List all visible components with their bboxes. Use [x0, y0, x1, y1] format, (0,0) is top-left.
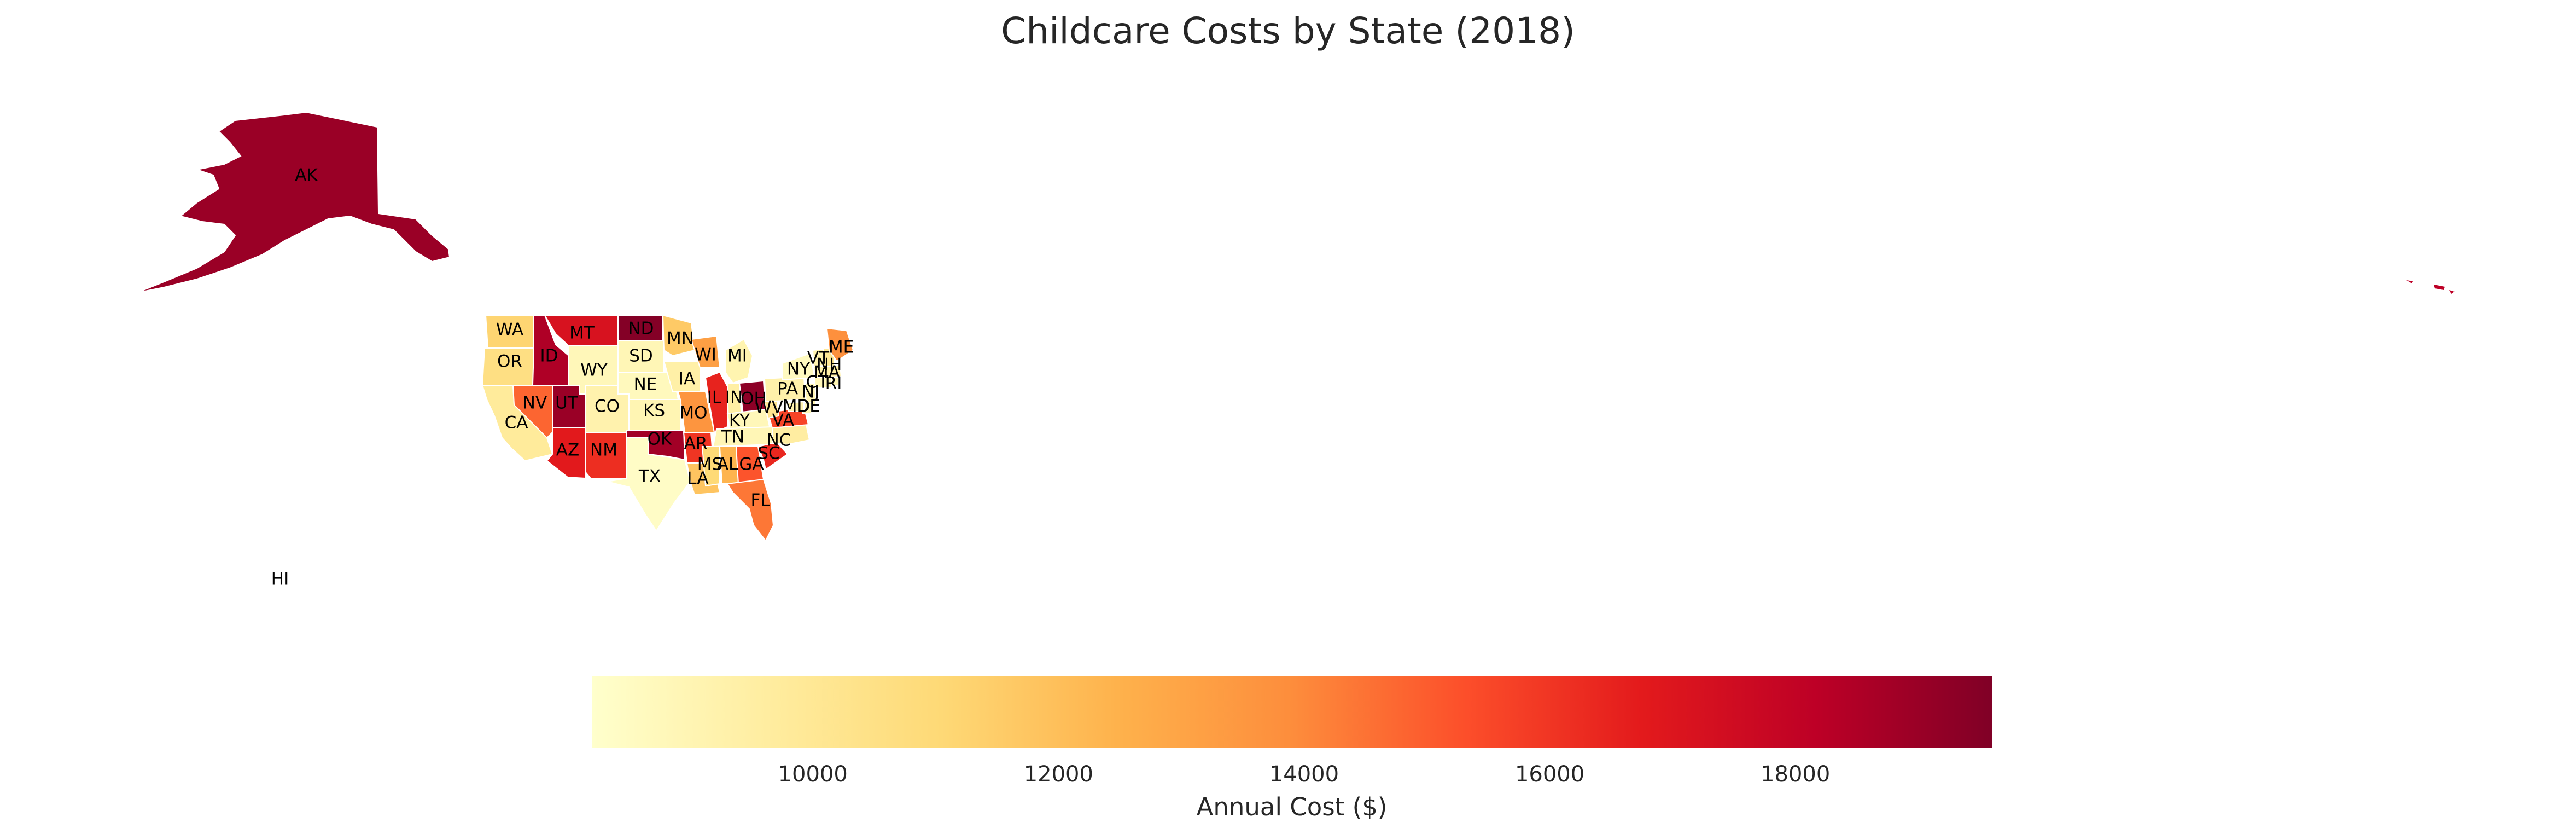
- state-label-nj: NJ: [802, 383, 819, 402]
- state-label-ak: AK: [295, 166, 318, 186]
- state-nj: [804, 383, 817, 406]
- state-me: [826, 327, 854, 362]
- map-title: Childcare Costs by State (2018): [1001, 10, 1575, 52]
- state-ak: [136, 111, 451, 293]
- state-label-co: CO: [595, 397, 620, 416]
- island-speck: [2434, 285, 2445, 290]
- state-label-oh: OH: [741, 389, 767, 409]
- state-label-al: AL: [717, 455, 738, 474]
- state-label-de: DE: [796, 397, 820, 416]
- state-label-sc: SC: [757, 444, 780, 464]
- state-label-pa: PA: [777, 379, 798, 399]
- state-label-ia: IA: [679, 369, 695, 389]
- state-label-ne: NE: [634, 375, 657, 395]
- state-label-ut: UT: [555, 393, 579, 413]
- state-label-il: IL: [707, 388, 722, 408]
- state-label-vt: VT: [807, 349, 830, 368]
- colorbar-gradient: [592, 676, 1992, 748]
- state-fl: [726, 478, 774, 542]
- state-label-mo: MO: [679, 403, 707, 423]
- state-label-tn: TN: [721, 427, 744, 447]
- colorbar-tick-label: 16000: [1515, 762, 1584, 787]
- state-mi: [725, 338, 754, 384]
- state-label-ny: NY: [787, 360, 810, 379]
- state-label-nc: NC: [767, 431, 791, 450]
- state-il: [704, 371, 728, 433]
- colorbar-ticks: 10000 12000 14000 16000 18000: [778, 762, 1831, 787]
- state-label-wv: WV: [755, 398, 783, 418]
- state-label-nv: NV: [523, 393, 547, 413]
- state-nm: [585, 432, 627, 479]
- state-label-ky: KY: [729, 411, 750, 431]
- colorbar-tick-label: 10000: [778, 762, 848, 787]
- state-label-ca: CA: [505, 413, 528, 433]
- state-md: [786, 401, 805, 412]
- state-label-ms: MS: [697, 455, 722, 474]
- state-label-wa: WA: [496, 320, 523, 340]
- state-label-ar: AR: [684, 434, 708, 454]
- state-shapes: [136, 111, 854, 542]
- state-label-nm: NM: [590, 441, 617, 460]
- state-label-sd: SD: [629, 346, 653, 366]
- state-label-id: ID: [540, 346, 558, 366]
- state-label-ct: CT: [806, 373, 829, 392]
- colorbar: 10000 12000 14000 16000 18000 Annual Cost ($…: [592, 676, 1992, 821]
- state-label-nh: NH: [817, 355, 842, 375]
- state-label-hi: HI: [271, 570, 289, 589]
- state-label-mi: MI: [727, 346, 747, 366]
- state-label-in: IN: [725, 388, 743, 408]
- state-label-wy: WY: [580, 361, 608, 380]
- state-ms: [701, 446, 720, 487]
- state-label-tx: TX: [638, 467, 661, 486]
- state-mn: [662, 314, 696, 357]
- state-label-mn: MN: [667, 329, 694, 349]
- state-label-az: AZ: [556, 441, 579, 460]
- colorbar-tick-label: 14000: [1269, 762, 1339, 787]
- island-speck: [2406, 280, 2413, 283]
- state-label-nd: ND: [628, 319, 654, 339]
- state-label-me: ME: [829, 338, 854, 357]
- colorbar-tick-label: 18000: [1761, 762, 1830, 787]
- far-east-islands: [2406, 280, 2455, 294]
- state-label-la: LA: [687, 469, 708, 489]
- colorbar-tick-label: 12000: [1024, 762, 1093, 787]
- state-hi: HI: [271, 570, 289, 589]
- state-label-or: OR: [497, 352, 522, 372]
- colorbar-label: Annual Cost ($): [1197, 792, 1388, 821]
- state-label-ri: RI: [825, 374, 842, 393]
- island-speck: [2449, 290, 2455, 294]
- state-label-ma: MA: [814, 363, 840, 383]
- state-label-md: MD: [783, 397, 811, 416]
- state-label-ok: OK: [648, 430, 672, 449]
- state-tx: [607, 437, 691, 532]
- state-label-ks: KS: [643, 401, 665, 421]
- state-label-fl: FL: [750, 491, 770, 511]
- state-label-va: VA: [772, 411, 794, 431]
- state-wi: [690, 335, 721, 368]
- state-label-mt: MT: [569, 323, 595, 343]
- state-ma: [813, 364, 842, 379]
- state-label-ga: GA: [739, 455, 764, 474]
- state-label-wi: WI: [695, 345, 716, 365]
